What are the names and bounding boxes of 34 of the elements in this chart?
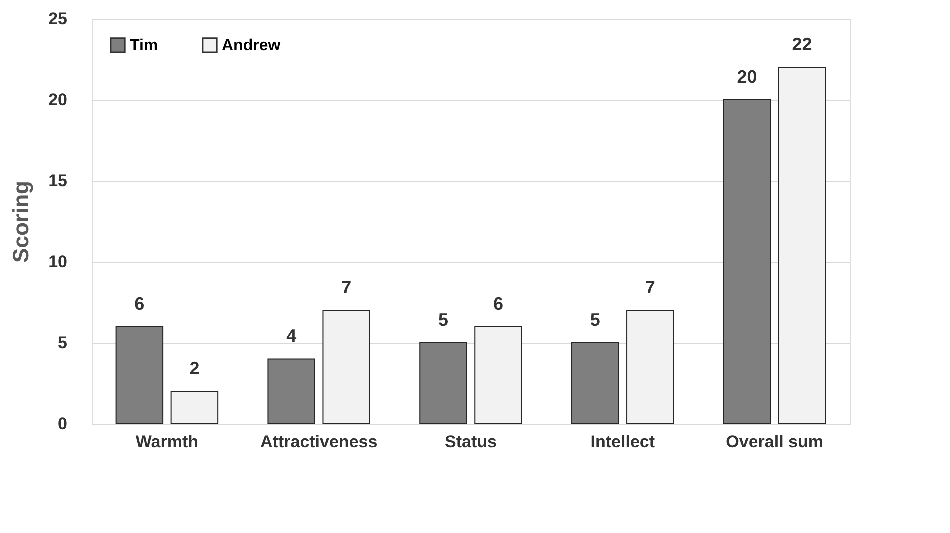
data-label: 20: [737, 67, 758, 87]
x-tick-label: Overall sum: [726, 432, 824, 452]
legend-label: Tim: [130, 37, 158, 54]
data-label: 7: [342, 278, 352, 298]
y-tick-label: 5: [58, 334, 68, 352]
bar: [778, 67, 826, 424]
y-tick-label: 10: [48, 252, 68, 272]
y-axis-title: Scoring: [8, 181, 34, 263]
bar: [268, 358, 316, 424]
y-tick-label: 0: [58, 414, 68, 434]
bar: [572, 342, 620, 424]
y-tick-label: 20: [48, 90, 68, 110]
data-label: 6: [134, 294, 145, 314]
x-tick-label: Warmth: [136, 432, 199, 452]
bar: [626, 310, 674, 424]
bar: [723, 100, 772, 424]
bar: [420, 342, 468, 424]
bar: [116, 326, 164, 424]
data-label: 2: [190, 358, 200, 379]
y-tick-label: 25: [48, 10, 68, 28]
x-tick-label: Intellect: [590, 432, 656, 452]
data-label: 4: [286, 326, 297, 346]
y-tick-label: 15: [48, 172, 68, 190]
x-tick-label: Status: [445, 432, 497, 452]
bar: [170, 391, 219, 424]
legend-label: Andrew: [222, 37, 282, 54]
data-label: 6: [494, 294, 504, 314]
data-label: 22: [792, 34, 812, 55]
x-tick-label: Attractiveness: [260, 432, 378, 452]
bar: [474, 326, 522, 424]
bar: [322, 310, 370, 424]
data-label: 5: [438, 310, 448, 330]
data-label: 5: [590, 310, 600, 330]
data-label: 7: [645, 278, 656, 298]
